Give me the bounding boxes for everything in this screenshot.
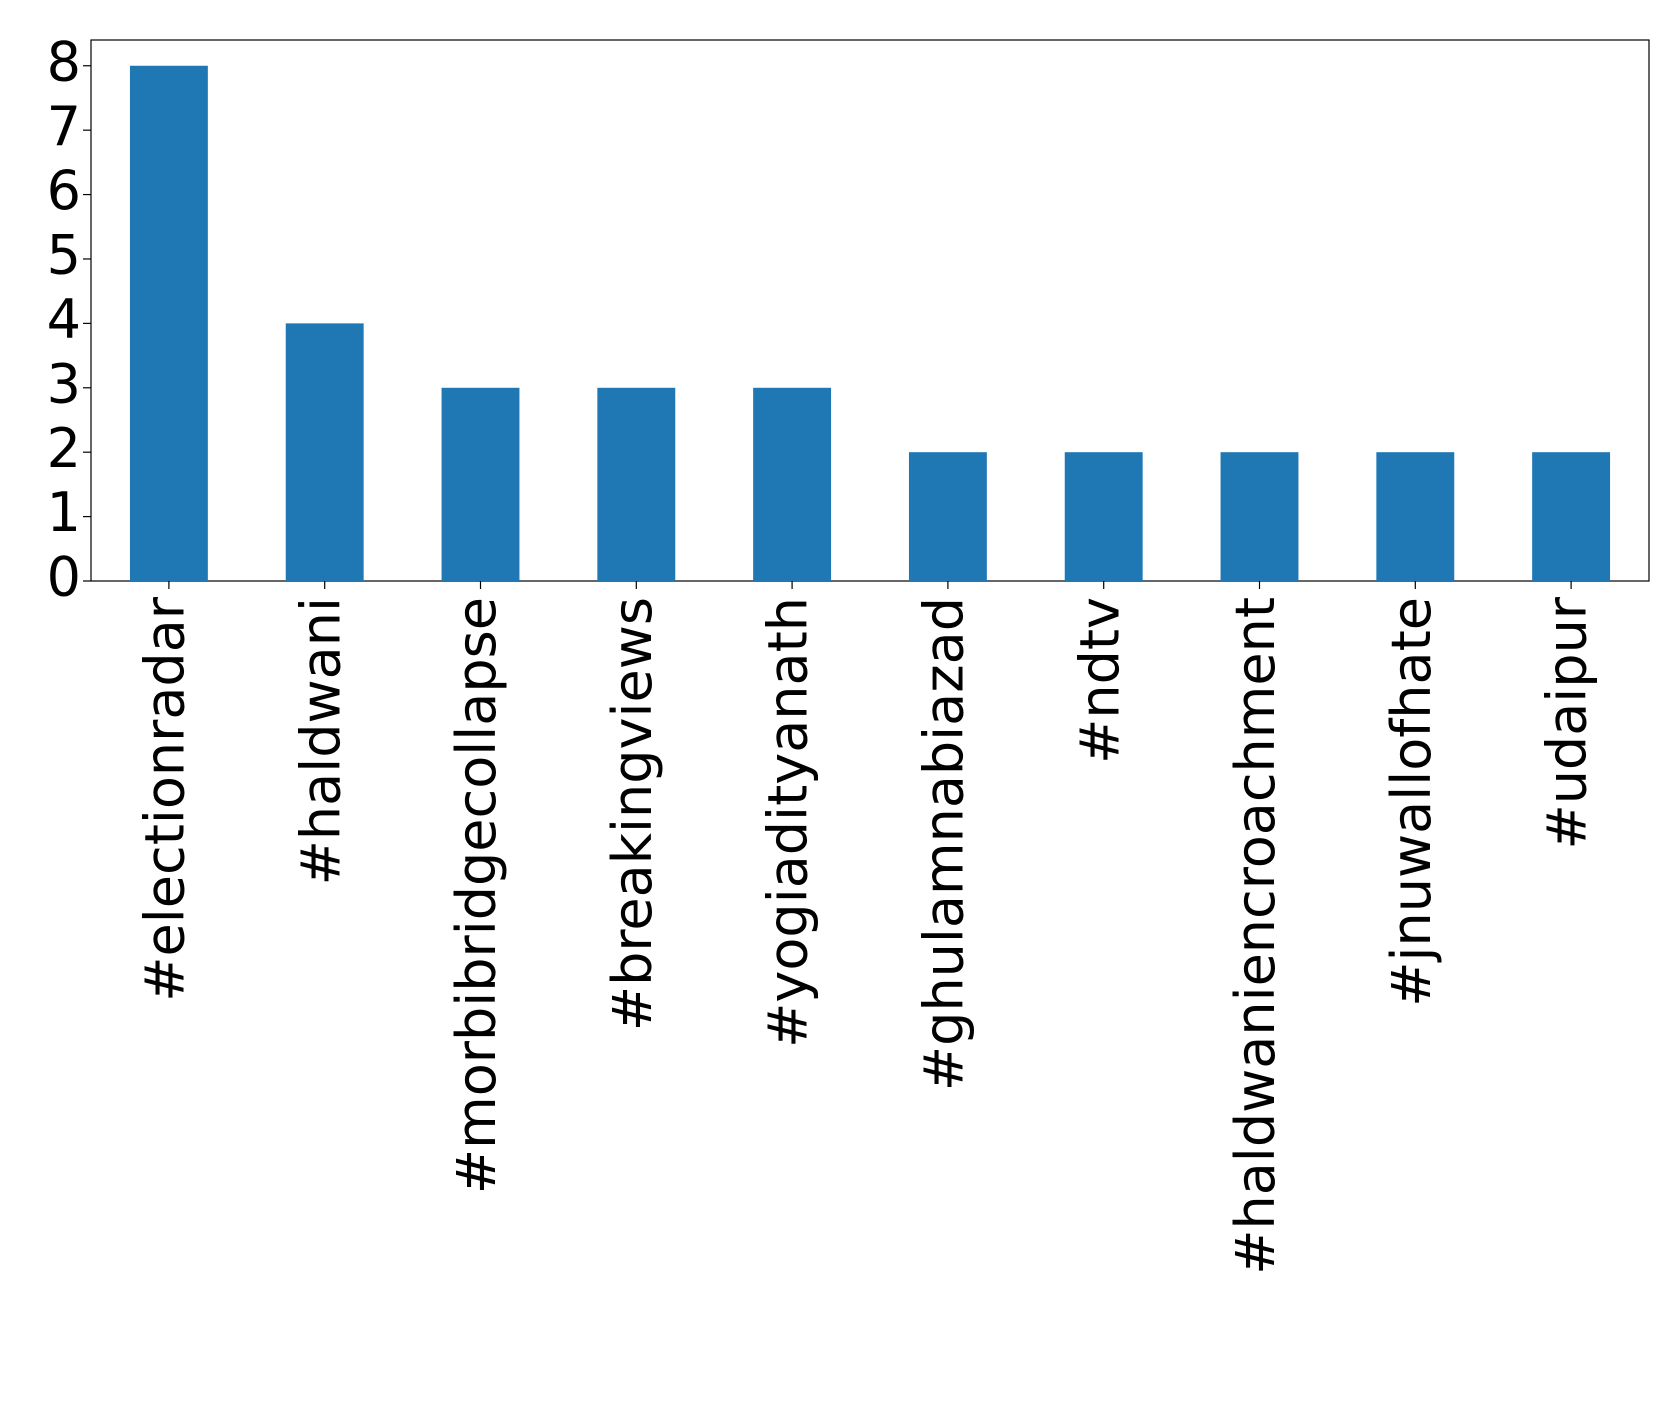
x-tick-label: #electionradar — [134, 596, 197, 1001]
x-tick-label: #haldwaniencroachment — [1224, 597, 1287, 1275]
bar — [1532, 452, 1611, 581]
x-tick-label: #morbibridgecollapse — [445, 597, 508, 1194]
y-tick-label: 2 — [47, 417, 81, 480]
bar — [753, 387, 832, 581]
y-tick-label: 3 — [47, 352, 81, 415]
x-tick-label: #udaipur — [1536, 596, 1599, 849]
bar — [908, 452, 987, 581]
bar — [129, 65, 208, 581]
x-tick-label: #ndtv — [1068, 597, 1131, 764]
axes-frame — [90, 39, 1650, 582]
x-tick-label: #haldwani — [289, 597, 352, 885]
bar — [1064, 452, 1143, 581]
x-tick-label: #jnuwallofhate — [1380, 597, 1443, 1007]
bar — [1376, 452, 1455, 581]
bar — [597, 387, 676, 581]
y-tick-label: 1 — [47, 481, 81, 544]
y-tick-label: 5 — [47, 224, 81, 287]
y-tick-label: 8 — [47, 30, 81, 93]
bar — [285, 323, 364, 581]
y-tick-label: 4 — [47, 288, 81, 351]
x-tick-label: #yogiadityanath — [757, 597, 820, 1048]
y-tick-label: 7 — [47, 95, 81, 158]
y-tick-label: 6 — [47, 159, 81, 222]
x-tick-label: #ghulamnabiazad — [913, 597, 976, 1091]
x-tick-label: #breakingviews — [601, 597, 664, 1031]
bar — [1220, 452, 1299, 581]
bar — [441, 387, 520, 581]
y-tick-label: 0 — [47, 546, 81, 609]
